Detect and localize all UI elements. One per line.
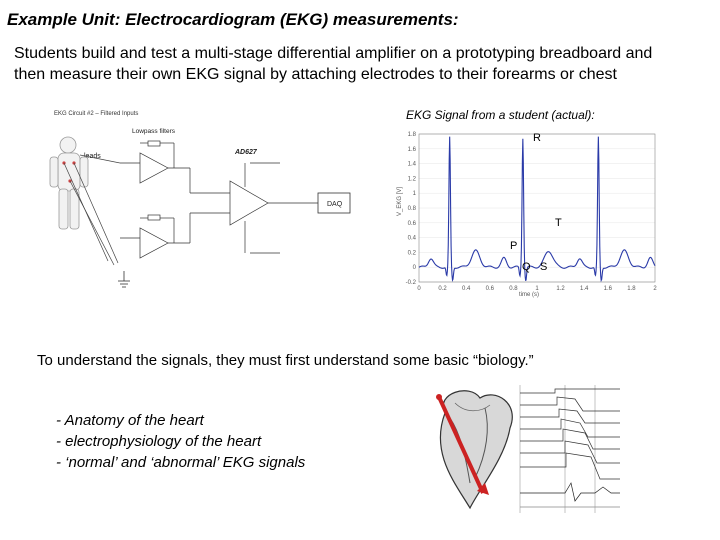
slide-title: Example Unit: Electrocardiogram (EKG) me… (7, 10, 459, 29)
wave-label-t: T (555, 217, 562, 229)
ekg-x-tick-label: 1.2 (556, 286, 565, 292)
ground-symbol (118, 271, 130, 288)
conduction-arrow (437, 396, 485, 494)
ekg-x-tick-label: 1.8 (627, 286, 636, 292)
wave-label-r: R (533, 132, 541, 144)
topic-item: - ‘normal’ and ‘abnormal’ EKG signals (56, 454, 306, 471)
opamp-upper (120, 140, 230, 194)
wave-label-p: P (510, 240, 517, 252)
wave-label-q: Q (522, 261, 531, 273)
ekg-x-tick-label: 0.4 (462, 286, 471, 292)
wave-label-s: S (540, 261, 547, 273)
ekg-y-tick-label: 1 (413, 191, 417, 197)
ekg-y-tick-label: 1.4 (408, 162, 417, 168)
heart-illustration (436, 390, 513, 510)
heart-electrophysiology-figure (436, 385, 620, 513)
ekg-y-tick-label: -0.2 (406, 280, 417, 286)
ekg-y-tick-label: 1.6 (408, 147, 417, 153)
leads-label: leads (84, 153, 101, 160)
ekg-x-ticks: 0 0.2 0.4 0.6 0.8 1 1.2 1.4 1.6 1.8 2 (417, 286, 657, 292)
ekg-x-tick-label: 0 (417, 286, 421, 292)
topic-item: - Anatomy of the heart (56, 412, 204, 429)
action-potential-traces (519, 385, 620, 513)
intro-line-1: Students build and test a multi-stage di… (14, 45, 653, 62)
circuit-schematic: EKG Circuit #2 – Filtered Inputs Lowpass… (49, 111, 351, 288)
ekg-x-tick-label: 0.2 (438, 286, 447, 292)
intro-paragraph: Students build and test a multi-stage di… (14, 43, 714, 85)
ekg-x-tick-label: 1.6 (604, 286, 613, 292)
ekg-y-tick-label: 1.2 (408, 176, 417, 182)
intro-line-2: then measure their own EKG signal by att… (14, 66, 617, 83)
ekg-y-tick-label: 0.6 (408, 221, 417, 227)
ekg-x-tick-label: 1.4 (580, 286, 589, 292)
opamp-lower (120, 212, 230, 259)
ekg-waveform (418, 136, 656, 283)
ekg-y-ticks: 1.8 1.6 1.4 1.2 1 0.8 0.6 0.4 0.2 0 -0.2 (406, 132, 417, 286)
lowpass-label: Lowpass filters (132, 128, 176, 135)
ekg-caption: EKG Signal from a student (actual): (406, 108, 595, 122)
lead-wires (63, 154, 121, 266)
ekg-y-tick-label: 0 (413, 265, 417, 271)
ekg-x-tick-label: 0.6 (486, 286, 495, 292)
ekg-y-tick-label: 1.8 (408, 132, 417, 138)
ekg-xlabel: time (s) (519, 292, 539, 298)
ekg-y-tick-label: 0.8 (408, 206, 417, 212)
person-figure (49, 136, 89, 230)
instrumentation-amp (229, 162, 318, 254)
ekg-x-tick-label: 0.8 (509, 286, 518, 292)
circuit-heading: EKG Circuit #2 – Filtered Inputs (54, 111, 138, 117)
ekg-plot-frame (418, 133, 656, 283)
ekg-plot: 1.81.61.41.210.80.60.40.20-0.2 0 0.2 0.4 0.… (397, 132, 657, 298)
ekg-y-tick-label: 0.2 (408, 250, 417, 256)
ekg-y-tick-label: 0.4 (408, 236, 417, 242)
topic-item: - electrophysiology of the heart (56, 433, 262, 450)
daq-label: DAQ (327, 201, 343, 208)
biology-intro-text: To understand the signals, they must fir… (37, 352, 534, 369)
topic-list: - Anatomy of the heart - electrophysiolo… (56, 410, 305, 473)
chip-label: AD627 (234, 149, 258, 156)
daq-box: DAQ (317, 192, 351, 214)
ekg-x-tick-label: 1 (535, 286, 539, 292)
ekg-ylabel: V_EKG [V] (397, 187, 403, 216)
ekg-x-tick-label: 2 (653, 286, 657, 292)
